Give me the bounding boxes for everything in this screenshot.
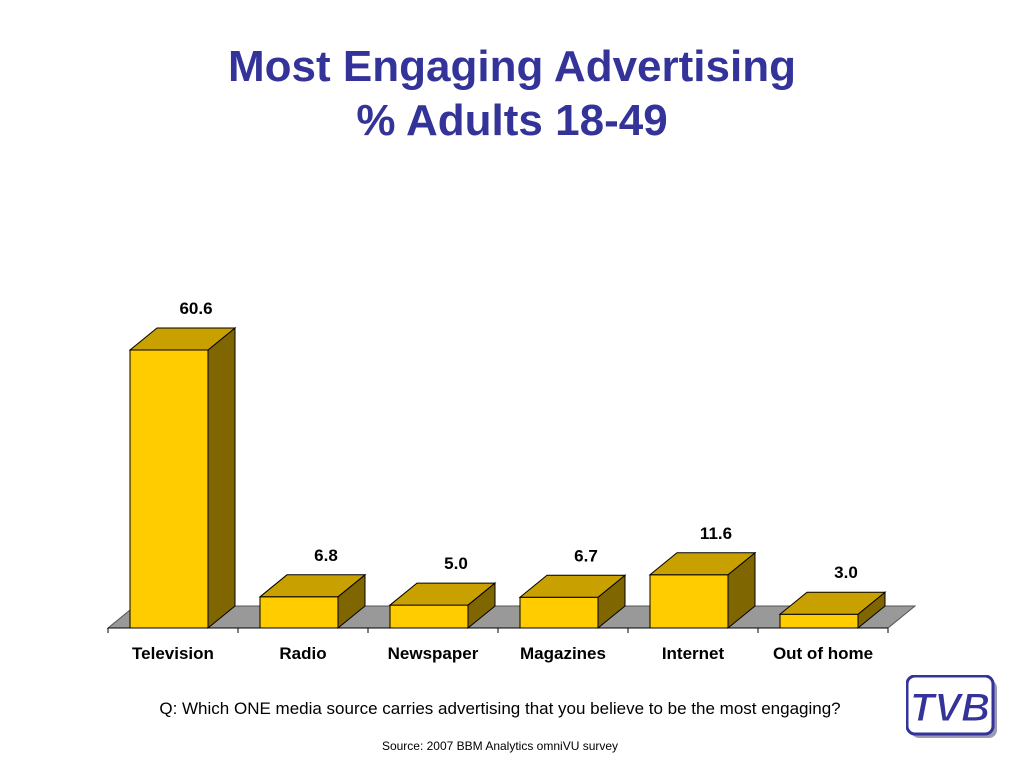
tvb-logo-icon: TVB — [906, 675, 997, 738]
bar-top-0 — [128, 327, 237, 351]
bar-out-of-home — [779, 613, 859, 629]
x-tick-label: Newspaper — [388, 644, 479, 663]
logo-text: TVB — [910, 686, 990, 730]
bar-radio — [259, 596, 339, 629]
data-label: 6.8 — [314, 546, 338, 565]
bar-chart: 60.6 Television 6.8 Radio 5.0 Newspaper 6.7 Mag… — [106, 299, 917, 663]
bar-magazines — [519, 596, 599, 629]
bar-internet — [649, 574, 729, 629]
data-label: 3.0 — [834, 563, 858, 582]
x-tick-label: Magazines — [520, 644, 606, 663]
bar-top-5 — [778, 591, 887, 615]
title-line-2: % Adults 18-49 — [356, 96, 668, 145]
data-label: 60.6 — [179, 299, 212, 318]
x-tick-label: Out of home — [773, 644, 873, 663]
data-label: 6.7 — [574, 546, 598, 565]
x-tick-label: Television — [132, 644, 214, 663]
bar-side-0 — [207, 326, 236, 630]
survey-question: Q: Which ONE media source carries advert… — [159, 699, 841, 718]
bar-top-3 — [518, 574, 627, 598]
data-label: 11.6 — [700, 524, 732, 543]
bar-top-4 — [648, 552, 757, 576]
x-tick-label: Radio — [279, 644, 326, 663]
bar-newspaper — [389, 604, 469, 629]
data-label: 5.0 — [444, 554, 468, 573]
bar-television — [129, 349, 209, 629]
chart-title: Most Engaging Advertising % Adults 18-49 — [0, 40, 1024, 148]
bar-top-2 — [388, 582, 497, 606]
bar-top-1 — [258, 574, 367, 598]
source-note: Source: 2007 BBM Analytics omniVU survey — [381, 739, 619, 753]
x-tick-label: Internet — [662, 644, 725, 663]
title-line-1: Most Engaging Advertising — [228, 42, 796, 91]
